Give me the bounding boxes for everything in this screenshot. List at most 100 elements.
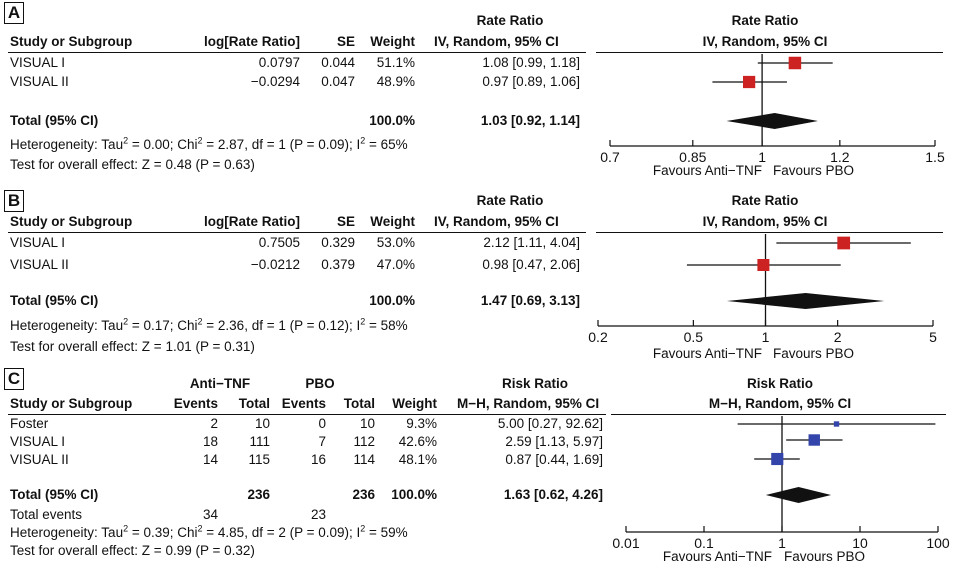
study-tot1: 10 bbox=[254, 416, 270, 431]
x-tick-label: 2 bbox=[834, 329, 842, 345]
col-header-ev2: Events bbox=[281, 396, 326, 411]
heterogeneity-text: Heterogeneity: Tau2 = 0.17; Chi2 = 2.36,… bbox=[10, 316, 408, 333]
plot-subtitle: IV, Random, 95% CI bbox=[702, 34, 828, 49]
study-name: VISUAL II bbox=[10, 74, 69, 89]
study-tot2: 114 bbox=[353, 452, 375, 467]
study-c2: 0.329 bbox=[321, 235, 355, 250]
study-marker bbox=[788, 56, 802, 70]
total-tot2: 236 bbox=[352, 487, 375, 502]
total-events-ev1: 34 bbox=[202, 507, 218, 522]
x-tick-label: 0.01 bbox=[612, 535, 639, 551]
col-header-c1: log[Rate Ratio] bbox=[204, 34, 300, 49]
heterogeneity-text: Heterogeneity: Tau2 = 0.00; Chi2 = 2.87,… bbox=[10, 135, 408, 152]
study-tot1: 111 bbox=[249, 434, 270, 449]
col-header-weight: Weight bbox=[370, 214, 415, 229]
col-header-study: Study or Subgroup bbox=[10, 214, 133, 229]
total-events-ev2: 23 bbox=[310, 507, 326, 522]
total-ci: 1.63 [0.62, 4.26] bbox=[503, 487, 603, 502]
col-header-weight: Weight bbox=[370, 34, 415, 49]
x-tick-label: 1.2 bbox=[830, 149, 850, 165]
study-marker bbox=[757, 259, 770, 271]
x-tick-label: 1.5 bbox=[925, 149, 945, 165]
study-ev1: 14 bbox=[202, 452, 218, 467]
col-header-weight: Weight bbox=[392, 396, 437, 411]
plot-header-rule bbox=[611, 414, 946, 415]
col-header-effect: IV, Random, 95% CI bbox=[434, 34, 559, 49]
plot-title: Risk Ratio bbox=[746, 376, 814, 391]
group2-header: PBO bbox=[305, 376, 335, 391]
study-ev1: 2 bbox=[210, 416, 218, 431]
favours-left: Favours Anti−TNF bbox=[652, 163, 762, 178]
plot-title: Rate Ratio bbox=[731, 13, 799, 28]
total-ci: 1.47 [0.69, 3.13] bbox=[480, 293, 580, 308]
study-name: VISUAL II bbox=[10, 452, 69, 467]
pooled-diamond bbox=[726, 293, 885, 309]
header-rule bbox=[8, 232, 586, 233]
col-header-effect: IV, Random, 95% CI bbox=[434, 214, 559, 229]
favours-left: Favours Anti−TNF bbox=[662, 549, 772, 564]
study-tot1: 115 bbox=[248, 452, 270, 467]
total-label: Total (95% CI) bbox=[10, 487, 99, 502]
study-c1: −0.0212 bbox=[250, 257, 300, 272]
group1-header: Anti−TNF bbox=[189, 376, 251, 391]
overall-effect-text: Test for overall effect: Z = 1.01 (P = 0… bbox=[10, 339, 255, 354]
study-c2: 0.379 bbox=[321, 257, 355, 272]
study-weight: 48.1% bbox=[398, 452, 437, 467]
x-tick-label: 1 bbox=[758, 149, 766, 165]
study-name: VISUAL I bbox=[10, 434, 66, 449]
x-tick-label: 0.2 bbox=[588, 329, 608, 345]
favours-right: Favours PBO bbox=[784, 549, 866, 564]
panel-label: A bbox=[4, 2, 24, 24]
study-weight: 48.9% bbox=[376, 74, 415, 89]
study-c1: 0.0797 bbox=[258, 55, 300, 70]
col-header-study: Study or Subgroup bbox=[10, 34, 133, 49]
study-marker bbox=[771, 452, 784, 466]
col-header-c1: log[Rate Ratio] bbox=[204, 214, 300, 229]
col-header-c2: SE bbox=[336, 34, 355, 49]
study-c2: 0.047 bbox=[321, 74, 355, 89]
study-ev2: 16 bbox=[310, 452, 326, 467]
favours-right: Favours PBO bbox=[773, 163, 855, 178]
effect-header-top: Rate Ratio bbox=[476, 13, 544, 28]
study-ci: 0.87 [0.44, 1.69] bbox=[505, 452, 603, 467]
panel-label: C bbox=[4, 368, 24, 390]
study-tot2: 10 bbox=[359, 416, 375, 431]
study-marker bbox=[742, 75, 756, 89]
heterogeneity-text: Heterogeneity: Tau2 = 0.39; Chi2 = 4.85,… bbox=[10, 523, 408, 540]
x-tick-label: 100 bbox=[926, 535, 950, 551]
study-ci: 1.08 [0.99, 1.18] bbox=[482, 55, 580, 70]
x-tick-label: 1 bbox=[778, 535, 786, 551]
col-header-ev1: Events bbox=[173, 396, 218, 411]
total-tot1: 236 bbox=[247, 487, 270, 502]
favours-right: Favours PBO bbox=[773, 346, 855, 361]
total-weight: 100.0% bbox=[369, 113, 415, 128]
study-c1: 0.7505 bbox=[258, 235, 300, 250]
total-ci: 1.03 [0.92, 1.14] bbox=[480, 113, 580, 128]
pooled-diamond bbox=[765, 487, 832, 503]
study-ev1: 18 bbox=[202, 434, 218, 449]
study-ev2: 0 bbox=[318, 416, 326, 431]
plot-subtitle: M−H, Random, 95% CI bbox=[708, 396, 852, 411]
study-ci: 5.00 [0.27, 92.62] bbox=[497, 416, 603, 431]
study-c2: 0.044 bbox=[321, 55, 355, 70]
favours-left: Favours Anti−TNF bbox=[652, 346, 762, 361]
plot-title: Rate Ratio bbox=[731, 193, 799, 208]
plot-header-rule bbox=[596, 52, 943, 53]
study-weight: 51.1% bbox=[376, 55, 415, 70]
effect-header-top: Risk Ratio bbox=[501, 376, 569, 391]
study-weight: 42.6% bbox=[398, 434, 437, 449]
plot-subtitle: IV, Random, 95% CI bbox=[702, 214, 828, 229]
study-weight: 53.0% bbox=[376, 235, 415, 250]
study-weight: 47.0% bbox=[376, 257, 415, 272]
x-tick-label: 0.5 bbox=[684, 329, 704, 345]
x-tick-label: 5 bbox=[929, 329, 937, 345]
pooled-diamond bbox=[726, 113, 818, 129]
col-header-study: Study or Subgroup bbox=[10, 396, 133, 411]
study-name: Foster bbox=[10, 416, 49, 431]
panel-c: C Anti−TNF PBO Risk Ratio Risk Ratio Stu… bbox=[0, 366, 957, 581]
panel-label: B bbox=[4, 190, 24, 212]
study-marker bbox=[837, 236, 851, 250]
panel-b: B Rate Ratio Rate Ratio Study or Subgrou… bbox=[0, 188, 957, 368]
study-marker bbox=[833, 421, 840, 427]
